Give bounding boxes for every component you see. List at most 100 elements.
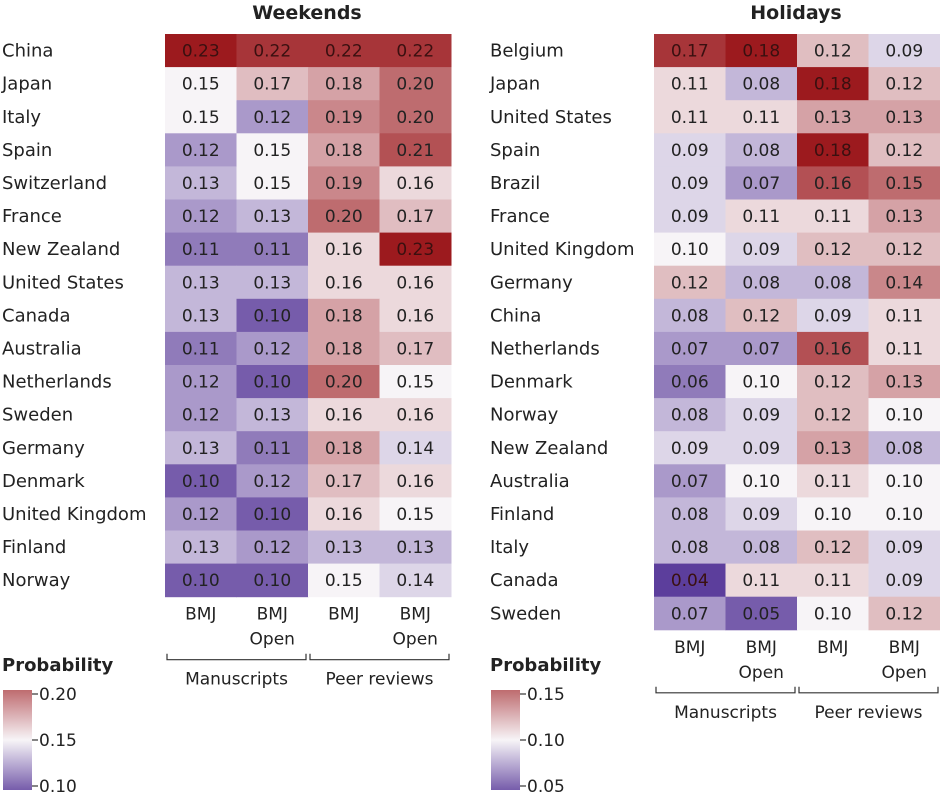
cell-value-label: 0.17 — [671, 42, 709, 62]
heatmap-cell — [868, 199, 940, 234]
cell-value-label: 0.16 — [325, 273, 363, 293]
cell-value-label: 0.09 — [814, 306, 852, 326]
legend-tick-label: 0.10 — [527, 731, 565, 751]
heatmap-cell — [308, 265, 380, 300]
heatmap-cell — [379, 431, 452, 465]
cell-value-label: 0.09 — [742, 406, 780, 426]
heatmap-cell — [654, 398, 726, 432]
heatmap-cell — [797, 596, 869, 631]
cell-value-label: 0.14 — [396, 571, 434, 591]
cell-value-label: 0.10 — [671, 240, 709, 260]
heatmap-cell — [654, 67, 726, 101]
cell-value-label: 0.10 — [253, 306, 291, 326]
heatmap-cell — [165, 431, 237, 465]
cell-value-label: 0.11 — [742, 108, 780, 128]
cell-value-label: 0.18 — [325, 339, 363, 359]
cell-value-label: 0.08 — [671, 538, 709, 558]
column-label: BMJ — [746, 638, 777, 658]
heatmap-cell — [308, 232, 380, 267]
cell-value-label: 0.13 — [182, 439, 220, 459]
row-label: Finland — [2, 537, 66, 558]
heatmap-cell — [868, 166, 940, 200]
heatmap-cell — [725, 133, 798, 167]
column-label: BMJ — [185, 605, 216, 625]
cell-value-label: 0.16 — [325, 505, 363, 525]
heatmap-cell — [725, 398, 798, 432]
row-label: New Zealand — [2, 239, 120, 260]
cell-value-label: 0.05 — [742, 604, 780, 624]
panel-title: Weekends — [252, 2, 362, 24]
cell-value-label: 0.16 — [396, 406, 434, 426]
heatmap-cell — [379, 166, 452, 200]
cell-value-label: 0.17 — [396, 339, 434, 359]
cell-value-label: 0.11 — [253, 439, 291, 459]
group-label: Peer reviews — [814, 703, 922, 723]
row-label: Belgium — [490, 41, 564, 62]
cell-value-label: 0.12 — [182, 141, 220, 161]
heatmap-cell — [797, 563, 869, 598]
cell-value-label: 0.10 — [885, 472, 923, 492]
row-label: United Kingdom — [2, 504, 146, 525]
cell-value-label: 0.08 — [814, 273, 852, 293]
cell-value-label: 0.08 — [742, 141, 780, 161]
column-label: BMJ — [889, 638, 920, 658]
heatmap-cell — [868, 398, 940, 432]
cell-value-label: 0.10 — [742, 373, 780, 393]
cell-value-label: 0.11 — [814, 571, 852, 591]
cell-value-label: 0.13 — [182, 306, 220, 326]
heatmap-cell — [654, 298, 726, 333]
heatmap-cell — [308, 497, 380, 531]
heatmap-cell — [236, 398, 309, 432]
cell-value-label: 0.12 — [814, 406, 852, 426]
cell-value-label: 0.13 — [253, 406, 291, 426]
cell-value-label: 0.16 — [325, 406, 363, 426]
cell-value-label: 0.20 — [325, 207, 363, 227]
row-label: Sweden — [2, 405, 73, 426]
heatmap-cell — [725, 497, 798, 531]
cell-value-label: 0.17 — [253, 75, 291, 95]
row-label: Denmark — [490, 372, 573, 393]
heatmap-cell — [797, 431, 869, 465]
row-label: Sweden — [490, 603, 561, 624]
column-label: Open — [393, 630, 438, 650]
heatmap-cell — [797, 331, 869, 366]
heatmap-cell — [236, 497, 309, 531]
cell-value-label: 0.20 — [396, 108, 434, 128]
row-label: China — [490, 305, 541, 326]
heatmap-cell — [725, 530, 798, 565]
group-bracket — [166, 653, 307, 661]
cell-value-label: 0.16 — [814, 339, 852, 359]
heatmap-cell — [868, 530, 940, 565]
group-bracket — [309, 653, 450, 661]
cell-value-label: 0.18 — [325, 141, 363, 161]
row-label: Japan — [489, 74, 540, 95]
heatmap-cell — [797, 365, 869, 399]
heatmap-cell — [308, 398, 380, 432]
cell-value-label: 0.12 — [253, 472, 291, 492]
row-label: Australia — [2, 338, 82, 359]
heatmap-cell — [654, 497, 726, 531]
cell-value-label: 0.11 — [814, 207, 852, 227]
heatmap-cell — [379, 497, 452, 531]
cell-value-label: 0.13 — [885, 373, 923, 393]
row-label: China — [2, 41, 53, 62]
heatmap-cell — [236, 265, 309, 300]
cell-value-label: 0.12 — [182, 207, 220, 227]
row-label: Spain — [490, 140, 540, 161]
column-label: Open — [739, 663, 784, 683]
legend-title: Probability — [2, 655, 113, 676]
row-label: United States — [2, 272, 124, 293]
cell-value-label: 0.13 — [814, 108, 852, 128]
heatmap-cell — [165, 232, 237, 267]
cell-value-label: 0.15 — [396, 505, 434, 525]
cell-value-label: 0.12 — [814, 538, 852, 558]
heatmap-cell — [868, 34, 940, 68]
heatmap-cell — [379, 133, 452, 167]
cell-value-label: 0.09 — [885, 42, 923, 62]
row-label: United Kingdom — [490, 239, 634, 260]
heatmap-cell — [236, 34, 309, 68]
color-legend: Probability 0.20 0.15 0.10 — [2, 655, 113, 797]
cell-value-label: 0.13 — [885, 108, 923, 128]
heatmap-cell — [379, 100, 452, 134]
